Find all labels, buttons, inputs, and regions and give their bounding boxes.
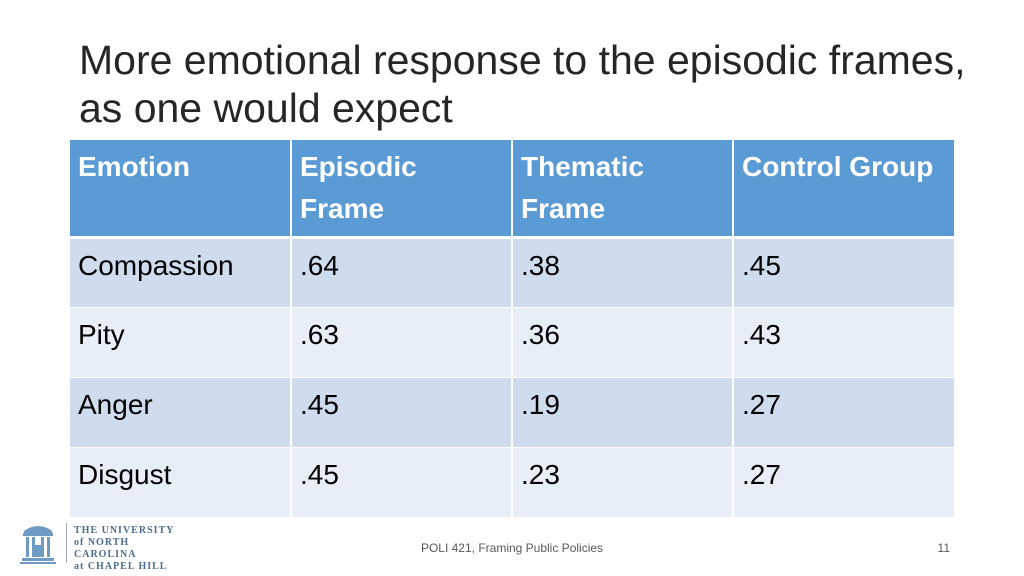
table-cell: .45 [291,377,513,448]
table-cell: .63 [291,307,513,378]
table-cell: Compassion [70,237,292,308]
table-cell: .45 [733,237,954,308]
table-cell: .64 [291,237,513,308]
unc-logo: THE UNIVERSITY of NORTH CAROLINA at CHAP… [14,521,194,572]
logo-wordmark: THE UNIVERSITY of NORTH CAROLINA at CHAP… [74,525,175,572]
column-header-thematic: Thematic Frame [512,140,734,239]
table-cell: Anger [70,377,292,448]
column-header-emotion: Emotion [70,140,292,239]
page-number: 11 [937,541,950,555]
table-header-row: Emotion Episodic Frame Thematic Frame Co… [70,140,954,239]
table-cell: .19 [512,377,734,448]
slide-footer: POLI 421, Framing Public Policies [420,541,604,555]
table-cell: .27 [733,377,954,448]
table-cell: .36 [512,307,734,378]
table-cell: .43 [733,307,954,378]
column-header-control: Control Group [733,140,954,239]
table-cell: .27 [733,447,954,518]
column-header-episodic: Episodic Frame [291,140,513,239]
table-cell: .23 [512,447,734,518]
table-cell: .38 [512,237,734,308]
logo-divider [66,523,67,563]
table-row: Anger .45 .19 .27 [70,377,954,448]
table-cell: .45 [291,447,513,518]
table-cell: Pity [70,307,292,378]
table-row: Disgust .45 .23 .27 [70,447,954,518]
old-well-icon [20,526,56,564]
table-row: Pity .63 .36 .43 [70,307,954,378]
emotion-table: Emotion Episodic Frame Thematic Frame Co… [70,140,954,518]
table-cell: Disgust [70,447,292,518]
slide-title: More emotional response to the episodic … [79,37,966,131]
table-row: Compassion .64 .38 .45 [70,237,954,308]
